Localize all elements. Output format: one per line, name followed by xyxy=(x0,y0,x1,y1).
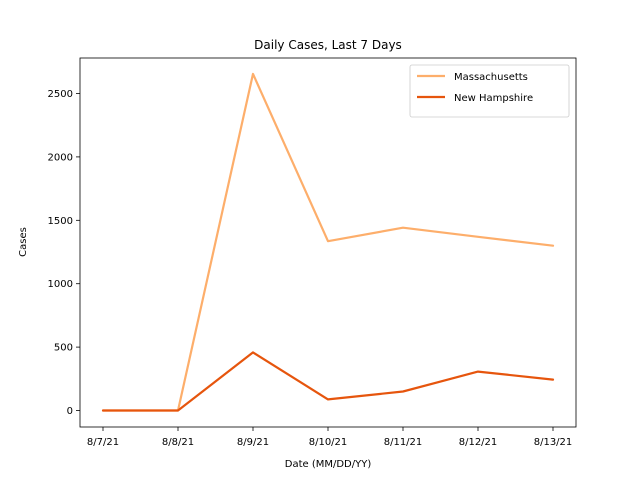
y-tick-label: 1000 xyxy=(48,279,73,290)
y-tick-label: 1500 xyxy=(48,216,73,227)
chart-title: Daily Cases, Last 7 Days xyxy=(254,38,402,52)
x-axis-label: Date (MM/DD/YY) xyxy=(285,459,372,470)
x-tick-label: 8/9/21 xyxy=(237,437,269,448)
x-tick-label: 8/13/21 xyxy=(534,437,573,448)
x-tick-label: 8/7/21 xyxy=(87,437,119,448)
x-tick-label: 8/10/21 xyxy=(309,437,348,448)
series-layer xyxy=(101,72,555,412)
y-axis-label: Cases xyxy=(18,227,29,257)
y-tick-label: 0 xyxy=(67,406,73,417)
y-tick-label: 2500 xyxy=(48,89,73,100)
legend: Massachusetts New Hampshire xyxy=(409,64,570,118)
legend-label-1: New Hampshire xyxy=(454,93,533,104)
legend-label-0: Massachusetts xyxy=(454,72,528,83)
x-tick-label: 8/8/21 xyxy=(162,437,194,448)
y-tick-label: 500 xyxy=(54,343,73,354)
y-axis: 0 500 1000 1500 2000 2500 xyxy=(48,89,80,417)
x-tick-label: 8/11/21 xyxy=(384,437,423,448)
series-line-1 xyxy=(101,351,555,412)
y-tick-label: 2000 xyxy=(48,152,73,163)
x-tick-label: 8/12/21 xyxy=(459,437,498,448)
x-axis: 8/7/21 8/8/21 8/9/21 8/10/21 8/11/21 8/12/21 8… xyxy=(87,427,572,448)
legend-box xyxy=(409,64,570,118)
